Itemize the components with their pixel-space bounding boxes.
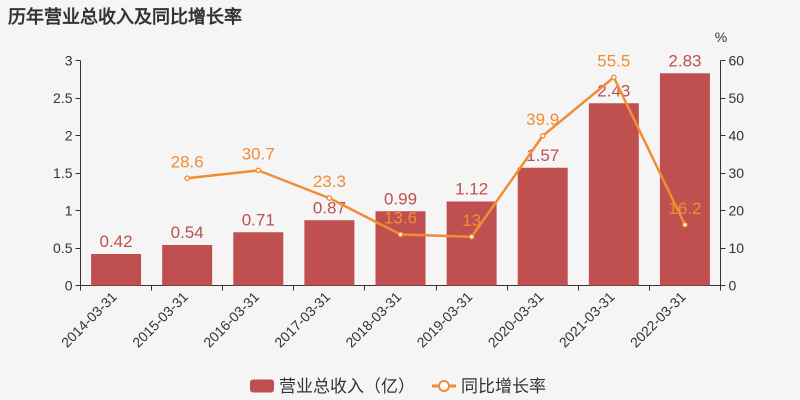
svg-text:23.3: 23.3 [313,172,346,191]
svg-text:10: 10 [729,240,745,256]
svg-text:1.12: 1.12 [455,180,488,199]
svg-text:0.99: 0.99 [384,189,417,208]
svg-text:13: 13 [462,211,481,230]
svg-text:2.83: 2.83 [668,51,701,70]
svg-text:28.6: 28.6 [171,152,204,171]
svg-text:0.42: 0.42 [100,232,133,251]
svg-text:营业总收入（亿）: 营业总收入（亿） [279,377,415,396]
svg-text:30.7: 30.7 [242,144,275,163]
svg-text:1.57: 1.57 [526,146,559,165]
svg-text:1.5: 1.5 [53,165,73,181]
svg-text:2.43: 2.43 [597,81,630,100]
svg-text:20: 20 [729,203,745,219]
svg-text:13.6: 13.6 [384,209,417,228]
svg-text:%: % [715,29,727,45]
svg-text:40: 40 [729,128,745,144]
svg-text:0: 0 [65,278,73,294]
svg-text:2: 2 [65,128,73,144]
svg-text:30: 30 [729,165,745,181]
svg-text:3: 3 [65,53,73,69]
svg-text:0: 0 [729,278,737,294]
svg-text:同比增长率: 同比增长率 [461,377,546,396]
svg-text:55.5: 55.5 [597,51,630,70]
svg-text:0.87: 0.87 [313,198,346,217]
svg-text:60: 60 [729,53,745,69]
svg-text:历年营业总收入及同比增长率: 历年营业总收入及同比增长率 [8,6,242,27]
svg-text:0.71: 0.71 [242,210,275,229]
svg-text:39.9: 39.9 [526,110,559,129]
svg-text:0.54: 0.54 [171,223,204,242]
svg-text:2.5: 2.5 [53,90,73,106]
svg-text:50: 50 [729,90,745,106]
svg-text:16.2: 16.2 [668,199,701,218]
svg-text:0.5: 0.5 [53,240,73,256]
svg-text:1: 1 [65,203,73,219]
